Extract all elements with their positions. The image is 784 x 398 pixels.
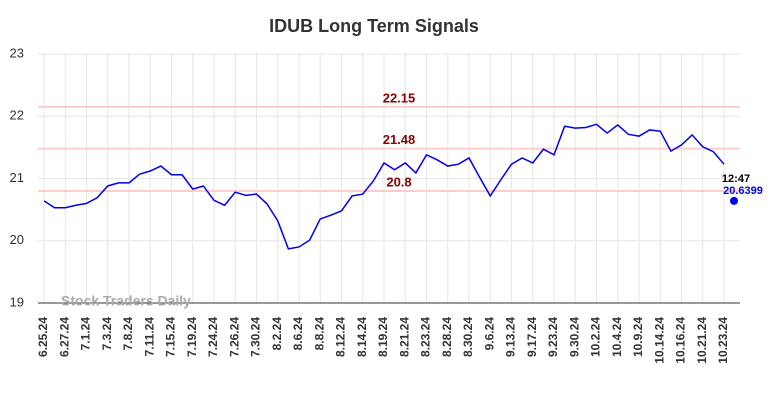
x-tick-label: 7.1.24 [79,317,93,351]
x-tick-label: 10.4.24 [610,317,624,357]
last-time: 12:47 [722,173,750,185]
x-tick-label: 7.19.24 [185,317,199,357]
x-tick-label: 8.23.24 [419,317,433,357]
x-tick-label: 10.16.24 [674,317,688,364]
x-tick-label: 6.25.24 [36,317,50,357]
x-tick-label: 9.13.24 [504,317,518,357]
y-tick-label: 19 [10,294,24,309]
x-tick-label: 8.6.24 [291,317,305,351]
x-tick-label: 9.23.24 [546,317,560,357]
signal-label: 21.48 [383,132,416,147]
x-tick-label: 8.12.24 [334,317,348,357]
x-tick-label: 8.21.24 [397,317,411,357]
x-tick-label: 10.23.24 [716,317,730,364]
x-tick-label: 10.14.24 [652,317,666,364]
x-tick-label: 8.19.24 [376,317,390,357]
y-tick-label: 21 [10,170,24,185]
watermark: Stock Traders Daily [61,293,191,309]
x-tick-label: 6.27.24 [57,317,71,357]
x-tick-label: 9.17.24 [525,317,539,357]
x-tick-label: 7.24.24 [206,317,220,357]
series-line [43,123,725,250]
x-tick-label: 9.30.24 [567,317,581,357]
y-tick-label: 20 [10,232,24,247]
x-tick-label: 8.14.24 [355,317,369,357]
x-tick-label: 9.6.24 [482,317,496,351]
x-tick-label: 7.26.24 [227,317,241,357]
x-tick-label: 8.28.24 [440,317,454,357]
chart-title: IDUB Long Term Signals [269,16,479,36]
last-value: 20.6399 [723,185,763,197]
x-tick-label: 7.11.24 [142,317,156,357]
x-tick-label: 10.21.24 [695,317,709,364]
x-tick-label: 10.2.24 [589,317,603,357]
x-tick-label: 7.15.24 [164,317,178,357]
signal-label: 22.15 [383,90,416,105]
x-tick-label: 10.9.24 [631,317,645,357]
y-tick-label: 22 [10,108,24,123]
signal-label: 20.8 [386,174,411,189]
x-tick-label: 8.2.24 [270,317,284,351]
x-tick-label: 7.8.24 [121,317,135,351]
x-tick-label: 8.8.24 [312,317,326,351]
last-point [730,196,738,205]
x-tick-label: 7.3.24 [100,317,114,351]
x-tick-label: 7.30.24 [249,317,263,357]
y-tick-label: 23 [10,45,24,60]
x-tick-label: 8.30.24 [461,317,475,357]
